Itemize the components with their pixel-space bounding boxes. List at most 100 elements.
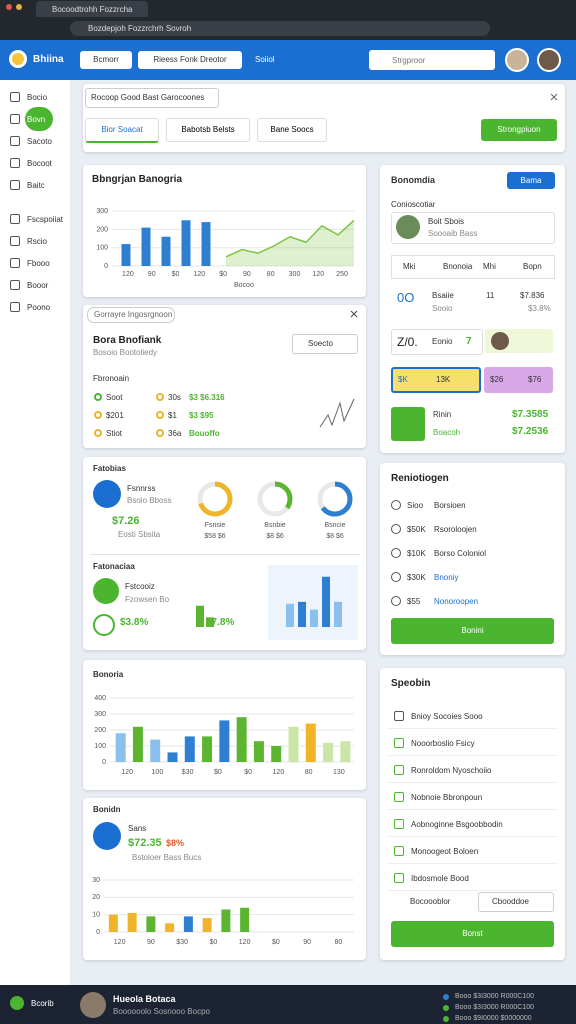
- list-label[interactable]: Nobnoie Bbronpoun: [411, 793, 483, 802]
- person-row[interactable]: [391, 212, 555, 244]
- action-button[interactable]: Strongpiuon: [481, 119, 557, 141]
- nav-icon[interactable]: [10, 236, 20, 246]
- nav-icon[interactable]: [10, 92, 20, 102]
- row-cell: 7: [466, 336, 472, 347]
- row-value: Z/0.: [397, 335, 418, 349]
- window-dot[interactable]: [6, 4, 12, 10]
- x-tick-label: $0: [219, 271, 227, 278]
- nav-label[interactable]: Booor: [27, 281, 49, 290]
- x-tick-label: $0: [272, 939, 280, 946]
- nav-icon[interactable]: [10, 158, 20, 168]
- nav-label[interactable]: Baitc: [27, 181, 45, 190]
- list-label[interactable]: Bnoniy: [434, 573, 459, 582]
- nav-icon[interactable]: [10, 258, 20, 268]
- nav-icon[interactable]: [10, 136, 20, 146]
- card-button[interactable]: Bonst: [391, 921, 554, 947]
- list-icon: [394, 873, 404, 883]
- list-icon: [394, 792, 404, 802]
- nav-label[interactable]: Sacoto: [27, 137, 52, 146]
- footer-link[interactable]: Booo $3I3000 R000C100: [455, 1004, 535, 1011]
- bar: [108, 914, 118, 932]
- list-label[interactable]: Monoogeot Boloen: [411, 847, 479, 856]
- kpi-note: Bstoloer Bass Bucs: [132, 853, 202, 862]
- avatar[interactable]: [505, 48, 529, 72]
- nav-label[interactable]: Poono: [27, 303, 51, 312]
- tab[interactable]: Bior Soacat: [85, 118, 159, 143]
- address-bar[interactable]: [70, 21, 490, 36]
- row-box: [391, 367, 481, 393]
- bar: [115, 733, 126, 762]
- item-text: $3 $95: [189, 411, 214, 420]
- avatar[interactable]: [537, 48, 561, 72]
- bar: [161, 236, 171, 266]
- list-icon: [391, 500, 401, 510]
- x-tick-label: 90: [243, 271, 251, 278]
- window-dot[interactable]: [16, 4, 22, 10]
- row-cell: Rinin: [433, 410, 452, 419]
- list-icon: [394, 819, 404, 829]
- card-button[interactable]: Bama: [507, 172, 555, 189]
- card-title: Speobin: [391, 678, 431, 689]
- select[interactable]: [292, 334, 358, 354]
- list-icon: [391, 596, 401, 606]
- bar: [240, 907, 250, 932]
- search-field[interactable]: [87, 307, 175, 323]
- nav-label[interactable]: Fbooo: [27, 259, 50, 268]
- card: [83, 798, 366, 960]
- bar-chart: 0 10 20 30 120 90 $30 $0 120 $0 90 80: [92, 877, 354, 946]
- header-link[interactable]: Soiiol: [255, 55, 275, 64]
- browser-tab[interactable]: [36, 1, 148, 17]
- x-tick-label: 120: [312, 271, 324, 278]
- nav-label[interactable]: Bovn: [27, 115, 46, 124]
- close-icon[interactable]: [350, 310, 358, 318]
- footer-link[interactable]: Booo $9I0000 $0000000: [455, 1015, 532, 1022]
- table-head: Mki: [403, 262, 416, 271]
- list-label[interactable]: Nooorboslio Fsicy: [411, 739, 475, 748]
- card-button[interactable]: Bonini: [391, 618, 554, 644]
- header-button[interactable]: Bcmorr: [80, 51, 132, 69]
- nav-label[interactable]: Bocoot: [27, 159, 52, 168]
- list-label[interactable]: Bnioy Socoies Sooo: [411, 712, 483, 721]
- address-text: Bozdepjoh Fozzrchrh Sovroh: [88, 24, 192, 33]
- gauge-label: Bsncie: [324, 522, 345, 529]
- footer-link[interactable]: Booo $3I3000 R000C100: [455, 993, 535, 1000]
- gauge-label: Fsnsie: [205, 522, 226, 529]
- search-box[interactable]: [369, 50, 495, 70]
- nav-label[interactable]: Fscspoiiat: [27, 215, 64, 224]
- nav-icon[interactable]: [10, 280, 20, 290]
- list-label[interactable]: Ronroldom Nyoschoiio: [411, 766, 492, 775]
- section-title: Fatonaciaa: [93, 562, 135, 571]
- list-label[interactable]: Rsoroloojen: [434, 525, 477, 534]
- nav-icon[interactable]: [10, 214, 20, 224]
- footer-dot: [443, 994, 449, 1000]
- select[interactable]: [478, 892, 554, 912]
- header-button[interactable]: Rieess Fonk Dreotor: [138, 51, 242, 69]
- sparkline: [319, 398, 355, 428]
- nav-label[interactable]: Bocio: [27, 93, 48, 102]
- list-label[interactable]: Borso Coloniol: [434, 549, 487, 558]
- y-tick-label: 0: [104, 263, 108, 270]
- list-label[interactable]: Nonoroopen: [434, 597, 479, 606]
- bar: [305, 723, 316, 762]
- dropdown[interactable]: [85, 88, 219, 108]
- kpi-label: Fsnnrss: [127, 484, 156, 493]
- person-sub: Soooaib Bass: [428, 229, 478, 238]
- y-tick-label: 0: [102, 759, 106, 766]
- divider: [388, 890, 558, 891]
- bar: [201, 222, 211, 266]
- tab[interactable]: Bane Soocs: [257, 118, 327, 142]
- nav-icon[interactable]: [10, 180, 20, 190]
- list-label[interactable]: Aobnoginne Bsgoobbodin: [411, 820, 503, 829]
- mini-chart: [196, 565, 358, 640]
- list-label[interactable]: Ibdosmole Bood: [411, 874, 469, 883]
- nav-icon[interactable]: [10, 114, 20, 124]
- item-text: $201: [106, 411, 124, 420]
- close-icon[interactable]: [550, 93, 558, 101]
- card-title: Bonomdia: [391, 175, 435, 185]
- x-tick-label: 80: [305, 769, 313, 776]
- y-tick-label: 300: [94, 711, 106, 718]
- nav-label[interactable]: Rscio: [27, 237, 48, 246]
- tab[interactable]: Babotsb Belsts: [166, 118, 250, 142]
- list-label[interactable]: Borsioen: [434, 501, 466, 510]
- nav-icon[interactable]: [10, 302, 20, 312]
